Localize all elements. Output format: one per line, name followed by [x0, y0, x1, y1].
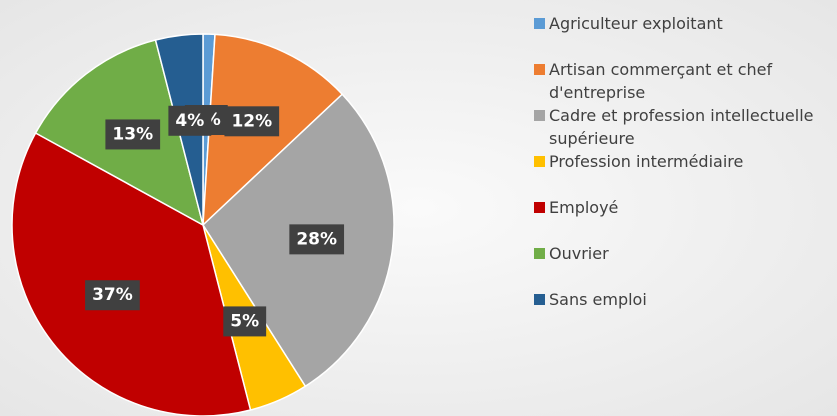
- data-label-text: 28%: [296, 229, 337, 249]
- data-label-box: [223, 306, 267, 337]
- legend: Agriculteur exploitant Artisan commerçant…: [530, 12, 830, 334]
- data-label-box: [85, 280, 140, 311]
- legend-item: Agriculteur exploitant: [530, 12, 830, 58]
- data-label-box: [168, 105, 212, 136]
- data-label-box: [224, 106, 280, 137]
- legend-label: Artisan commerçant et chef d'entreprise: [549, 60, 773, 102]
- data-label: 37%: [85, 280, 140, 311]
- legend-label: Ouvrier: [549, 244, 609, 263]
- legend-item: Ouvrier: [530, 242, 830, 288]
- data-label-box: [289, 224, 345, 255]
- legend-item: Employé: [530, 196, 830, 242]
- legend-item: Sans emploi: [530, 288, 830, 334]
- legend-label: Cadre et profession intellectuelle supér…: [549, 106, 814, 148]
- legend-item: Artisan commerçant et chef d'entreprise: [530, 58, 830, 104]
- legend-label: Sans emploi: [549, 290, 647, 309]
- data-label-text: 13%: [112, 124, 153, 144]
- legend-item: Cadre et profession intellectuelle supér…: [530, 104, 830, 150]
- legend-swatch: [534, 64, 545, 75]
- legend-swatch: [534, 248, 545, 259]
- legend-swatch: [534, 110, 545, 121]
- data-label-text: 4%: [175, 111, 204, 131]
- legend-item: Profession intermédiaire: [530, 150, 830, 196]
- data-label: 5%: [223, 306, 267, 337]
- data-label-text: 5%: [230, 311, 259, 331]
- data-label: 4%: [168, 105, 212, 136]
- data-label: 12%: [224, 106, 280, 137]
- data-label-text: 12%: [231, 111, 272, 131]
- legend-swatch: [534, 18, 545, 29]
- data-label-text: 37%: [92, 285, 133, 305]
- data-label-box: [105, 119, 161, 150]
- legend-label: Agriculteur exploitant: [549, 14, 723, 33]
- legend-label: Profession intermédiaire: [549, 152, 744, 171]
- legend-swatch: [534, 294, 545, 305]
- legend-swatch: [534, 202, 545, 213]
- legend-label: Employé: [549, 198, 619, 217]
- data-label: 28%: [289, 224, 345, 255]
- data-label: 13%: [105, 119, 161, 150]
- legend-swatch: [534, 156, 545, 167]
